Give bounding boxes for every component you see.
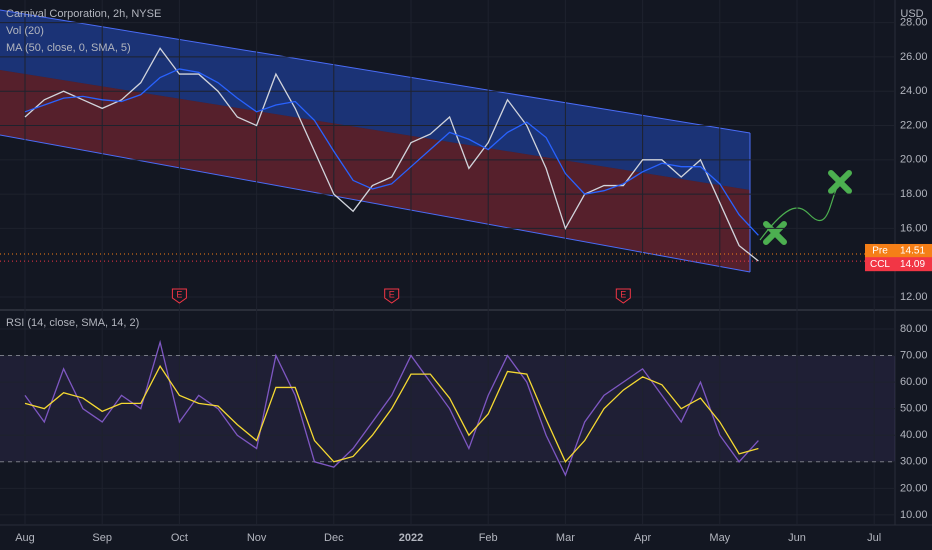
- price-badge: [895, 243, 932, 258]
- earnings-marker: [171, 288, 187, 304]
- indicator-label: RSI (14, close, SMA, 14, 2): [6, 317, 139, 329]
- chart-title: Carnival Corporation, 2h, NYSE: [6, 8, 161, 20]
- channel-line: [0, 9, 751, 134]
- price-badge: [895, 257, 932, 272]
- y-tick-label: 18.00: [900, 188, 928, 200]
- y-tick-label: 80.00: [900, 323, 928, 335]
- price-badge-value: 14.51: [900, 246, 925, 257]
- x-tick-label: May: [709, 532, 730, 544]
- series-line: [24, 68, 759, 236]
- y-tick-label: 60.00: [900, 376, 928, 388]
- x-tick-label: Oct: [171, 532, 188, 544]
- series-line: [24, 364, 759, 463]
- earnings-label: E: [176, 289, 182, 299]
- earnings-label: E: [620, 289, 626, 299]
- series-line: [24, 47, 759, 262]
- price-badge: [865, 257, 895, 272]
- y-tick-label: 24.00: [900, 85, 928, 97]
- price-badge-name: CCL: [870, 259, 890, 270]
- y-tick-label: 20.00: [900, 482, 928, 494]
- y-tick-label: 22.00: [900, 119, 928, 131]
- earnings-marker: [384, 288, 400, 304]
- y-tick-label: 30.00: [900, 456, 928, 468]
- earnings-marker: [615, 288, 631, 304]
- x-tick-label: Mar: [556, 532, 575, 544]
- indicator-label: Vol (20): [6, 25, 44, 37]
- channel-line: [0, 134, 751, 273]
- y-tick-label: 28.00: [900, 17, 928, 29]
- x-tick-label: Dec: [324, 532, 344, 544]
- y-tick-label: 70.00: [900, 349, 928, 361]
- y-tick-label: 50.00: [900, 403, 928, 415]
- earnings-label: E: [389, 289, 395, 299]
- y-tick-label: 20.00: [900, 154, 928, 166]
- price-badge-value: 14.09: [900, 259, 925, 270]
- price-badge-name: Pre: [872, 246, 888, 257]
- y-tick-label: 16.00: [900, 222, 928, 234]
- projection-curve: [759, 181, 841, 241]
- target-mark: [828, 170, 852, 194]
- y-tick-label: 12.00: [900, 291, 928, 303]
- x-tick-label: Jul: [867, 532, 881, 544]
- channel-upper: [0, 10, 750, 190]
- x-tick-label: Jun: [788, 532, 806, 544]
- x-tick-label: Aug: [15, 532, 35, 544]
- currency-label: USD: [900, 8, 923, 20]
- x-tick-label: Feb: [479, 532, 498, 544]
- series-line: [24, 339, 759, 477]
- x-tick-label: Sep: [92, 532, 112, 544]
- y-tick-label: 40.00: [900, 429, 928, 441]
- x-tick-label: 2022: [399, 532, 423, 544]
- y-tick-label: 10.00: [900, 509, 928, 521]
- price-badge: [865, 243, 895, 258]
- x-tick-label: Apr: [634, 532, 651, 544]
- x-tick-label: Nov: [247, 532, 267, 544]
- target-mark: [763, 221, 787, 245]
- y-tick-label: 26.00: [900, 51, 928, 63]
- indicator-label: MA (50, close, 0, SMA, 5): [6, 42, 131, 54]
- drawings: [0, 0, 932, 526]
